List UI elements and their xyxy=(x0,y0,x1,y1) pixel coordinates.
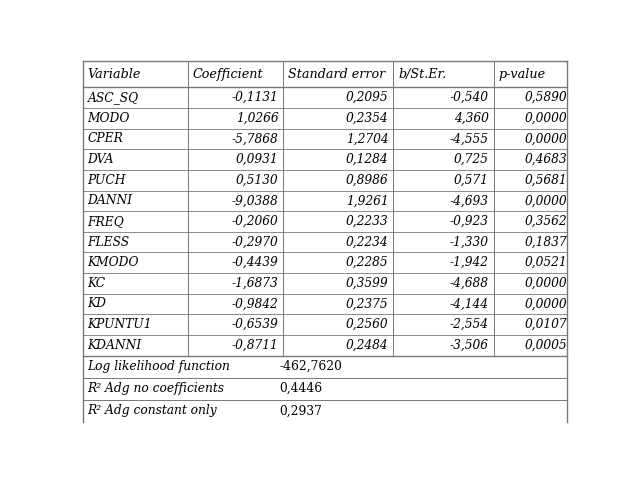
Text: DVA: DVA xyxy=(88,153,114,166)
Text: -1,6873: -1,6873 xyxy=(232,277,278,290)
Text: -2,554: -2,554 xyxy=(450,318,488,331)
Text: Coefficient: Coefficient xyxy=(193,68,264,81)
Text: 0,0005: 0,0005 xyxy=(524,339,567,352)
Text: 1,0266: 1,0266 xyxy=(236,112,278,125)
Text: -4,688: -4,688 xyxy=(450,277,488,290)
Text: -0,2970: -0,2970 xyxy=(232,236,278,248)
Text: 0,2375: 0,2375 xyxy=(346,298,389,310)
Text: -4,555: -4,555 xyxy=(450,132,488,145)
Text: 1,2704: 1,2704 xyxy=(346,132,389,145)
Text: -0,540: -0,540 xyxy=(450,91,488,104)
Text: p-value: p-value xyxy=(498,68,546,81)
Text: 0,3599: 0,3599 xyxy=(346,277,389,290)
Text: KMODO: KMODO xyxy=(88,256,139,269)
Text: 0,0000: 0,0000 xyxy=(524,194,567,207)
Text: FLESS: FLESS xyxy=(88,236,130,248)
Text: 0,2354: 0,2354 xyxy=(346,112,389,125)
Text: 0,5681: 0,5681 xyxy=(524,174,567,186)
Text: 0,0000: 0,0000 xyxy=(524,298,567,310)
Text: 0,5130: 0,5130 xyxy=(236,174,278,186)
Text: 0,0000: 0,0000 xyxy=(524,132,567,145)
Text: 0,3562: 0,3562 xyxy=(524,215,567,228)
Text: KDANNI: KDANNI xyxy=(88,339,142,352)
Text: -3,506: -3,506 xyxy=(450,339,488,352)
Text: CPER: CPER xyxy=(88,132,124,145)
Text: KD: KD xyxy=(88,298,107,310)
Text: 0,2234: 0,2234 xyxy=(346,236,389,248)
Text: KPUNTU1: KPUNTU1 xyxy=(88,318,152,331)
Text: 0,725: 0,725 xyxy=(454,153,488,166)
Text: R² Adg constant only: R² Adg constant only xyxy=(88,404,217,418)
Text: 0,2560: 0,2560 xyxy=(346,318,389,331)
Text: DANNI: DANNI xyxy=(88,194,133,207)
Text: 0,2484: 0,2484 xyxy=(346,339,389,352)
Text: 0,0000: 0,0000 xyxy=(524,277,567,290)
Text: 0,0107: 0,0107 xyxy=(524,318,567,331)
Text: -4,693: -4,693 xyxy=(450,194,488,207)
Text: -1,330: -1,330 xyxy=(450,236,488,248)
Text: -5,7868: -5,7868 xyxy=(232,132,278,145)
Text: 4,360: 4,360 xyxy=(454,112,488,125)
Text: -4,144: -4,144 xyxy=(450,298,488,310)
Text: 0,0000: 0,0000 xyxy=(524,112,567,125)
Text: 0,1837: 0,1837 xyxy=(524,236,567,248)
Text: -0,8711: -0,8711 xyxy=(232,339,278,352)
Text: R² Adg no coefficients: R² Adg no coefficients xyxy=(88,382,225,395)
Text: PUCH: PUCH xyxy=(88,174,126,186)
Text: 0,5890: 0,5890 xyxy=(524,91,567,104)
Text: ASC_SQ: ASC_SQ xyxy=(88,91,139,104)
Text: 0,2937: 0,2937 xyxy=(280,404,322,418)
Text: Standard error: Standard error xyxy=(288,68,386,81)
Text: -0,923: -0,923 xyxy=(450,215,488,228)
Text: b/St.Er.: b/St.Er. xyxy=(398,68,447,81)
Text: 0,2285: 0,2285 xyxy=(346,256,389,269)
Text: 0,571: 0,571 xyxy=(454,174,488,186)
Text: MODO: MODO xyxy=(88,112,130,125)
Text: -9,0388: -9,0388 xyxy=(232,194,278,207)
Text: 0,0521: 0,0521 xyxy=(524,256,567,269)
Text: 0,4683: 0,4683 xyxy=(524,153,567,166)
Text: Variable: Variable xyxy=(88,68,141,81)
Text: -0,9842: -0,9842 xyxy=(232,298,278,310)
Text: 0,2233: 0,2233 xyxy=(346,215,389,228)
Text: 0,8986: 0,8986 xyxy=(346,174,389,186)
Text: 0,4446: 0,4446 xyxy=(280,382,322,395)
Text: KC: KC xyxy=(88,277,106,290)
Text: -462,7620: -462,7620 xyxy=(280,360,342,373)
Text: 0,2095: 0,2095 xyxy=(346,91,389,104)
Text: -0,2060: -0,2060 xyxy=(232,215,278,228)
Text: -1,942: -1,942 xyxy=(450,256,488,269)
Text: 0,1284: 0,1284 xyxy=(346,153,389,166)
Text: -0,4439: -0,4439 xyxy=(232,256,278,269)
Text: Log likelihood function: Log likelihood function xyxy=(88,360,230,373)
Text: 0,0931: 0,0931 xyxy=(236,153,278,166)
Text: 1,9261: 1,9261 xyxy=(346,194,389,207)
Text: FREQ: FREQ xyxy=(88,215,124,228)
Text: -0,6539: -0,6539 xyxy=(232,318,278,331)
Text: -0,1131: -0,1131 xyxy=(232,91,278,104)
